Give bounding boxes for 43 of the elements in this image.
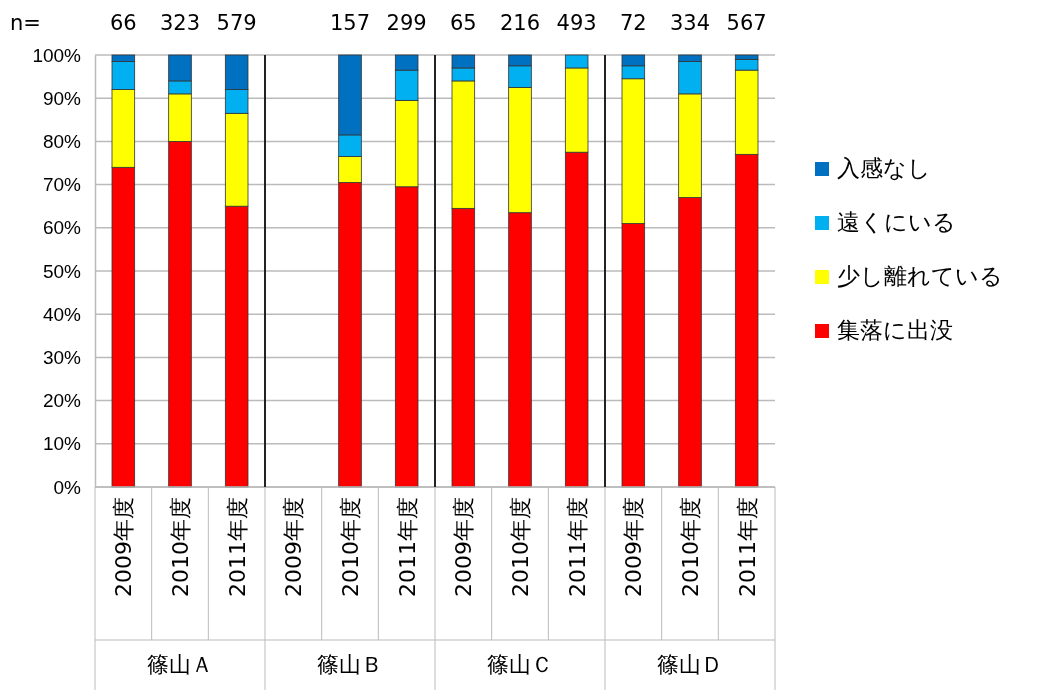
y-tick-label: 100% <box>32 44 82 66</box>
text: 493 <box>556 11 597 35</box>
x-tick-label: 2009年度 <box>111 497 137 597</box>
x-tick-label: 2011年度 <box>734 497 760 597</box>
x-tick-label: 2010年度 <box>168 497 193 597</box>
x-tick-label: 2009年度 <box>621 497 647 597</box>
y-tick-label: 0% <box>53 476 82 498</box>
text: 篠山Ｄ <box>657 652 723 677</box>
y-tick-label: 50% <box>42 260 82 282</box>
text: 篠山Ｂ <box>317 652 383 677</box>
y-tick-label: 60% <box>42 217 82 239</box>
y-tick-label: 80% <box>42 130 82 152</box>
x-tick-label: 2009年度 <box>281 497 307 597</box>
legend-label: 入感なし <box>837 155 931 181</box>
text: 299 <box>386 11 427 35</box>
text: 66 <box>109 11 137 35</box>
text: 篠山Ｃ <box>487 652 553 677</box>
legend-label: 遠くにいる <box>837 209 956 235</box>
text: 65 <box>449 11 477 35</box>
text: 579 <box>216 11 257 35</box>
x-tick-label: 2010年度 <box>338 497 363 597</box>
text: 567 <box>726 11 767 35</box>
y-tick-label: 90% <box>42 87 82 109</box>
text: 篠山Ａ <box>147 652 213 677</box>
text: 323 <box>159 11 201 35</box>
text: 334 <box>669 11 711 35</box>
y-tick-label: 70% <box>42 174 82 196</box>
x-tick-label: 2009年度 <box>451 497 477 597</box>
legend-label: 集落に出没 <box>837 317 953 343</box>
text: n= <box>10 11 41 35</box>
text: 72 <box>619 11 647 35</box>
x-tick-label: 2010年度 <box>678 497 703 597</box>
x-tick-label: 2011年度 <box>224 497 250 597</box>
x-tick-label: 2010年度 <box>508 497 533 597</box>
y-tick-label: 20% <box>42 390 82 412</box>
legend-label: 少し離れている <box>837 263 1003 289</box>
text: 157 <box>329 11 371 35</box>
text: 216 <box>499 11 541 35</box>
y-tick-label: 30% <box>42 346 82 368</box>
x-tick-label: 2011年度 <box>394 497 420 597</box>
y-tick-label: 40% <box>42 303 82 325</box>
y-tick-label: 10% <box>42 433 82 455</box>
x-tick-label: 2011年度 <box>564 497 590 597</box>
